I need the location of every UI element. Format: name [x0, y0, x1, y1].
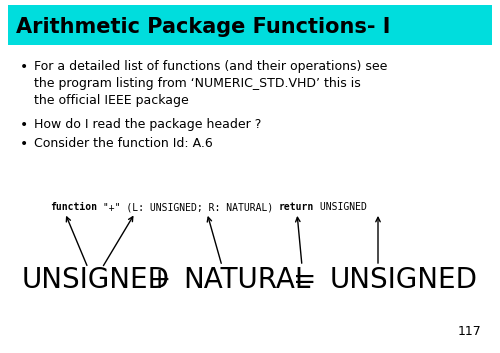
Text: UNSIGNED: UNSIGNED: [22, 266, 170, 294]
Text: NATURAL: NATURAL: [183, 266, 310, 294]
Text: For a detailed list of functions (and their operations) see
the program listing : For a detailed list of functions (and th…: [34, 60, 388, 107]
Text: •: •: [20, 137, 28, 151]
Text: Arithmetic Package Functions- I: Arithmetic Package Functions- I: [16, 17, 390, 37]
Bar: [8, 5, 492, 45]
Text: How do I read the package header ?: How do I read the package header ?: [34, 118, 262, 131]
Text: 117: 117: [458, 325, 482, 338]
Text: function: function: [50, 202, 97, 212]
Text: =: =: [293, 266, 316, 294]
Text: UNSIGNED: UNSIGNED: [330, 266, 478, 294]
Text: •: •: [20, 118, 28, 132]
Text: UNSIGNED: UNSIGNED: [314, 202, 367, 212]
Text: •: •: [20, 60, 28, 74]
Text: return: return: [279, 202, 314, 212]
Text: "+" (L: UNSIGNED; R: NATURAL): "+" (L: UNSIGNED; R: NATURAL): [97, 202, 279, 212]
Text: +: +: [148, 266, 172, 294]
Text: Consider the function Id: A.6: Consider the function Id: A.6: [34, 137, 213, 150]
